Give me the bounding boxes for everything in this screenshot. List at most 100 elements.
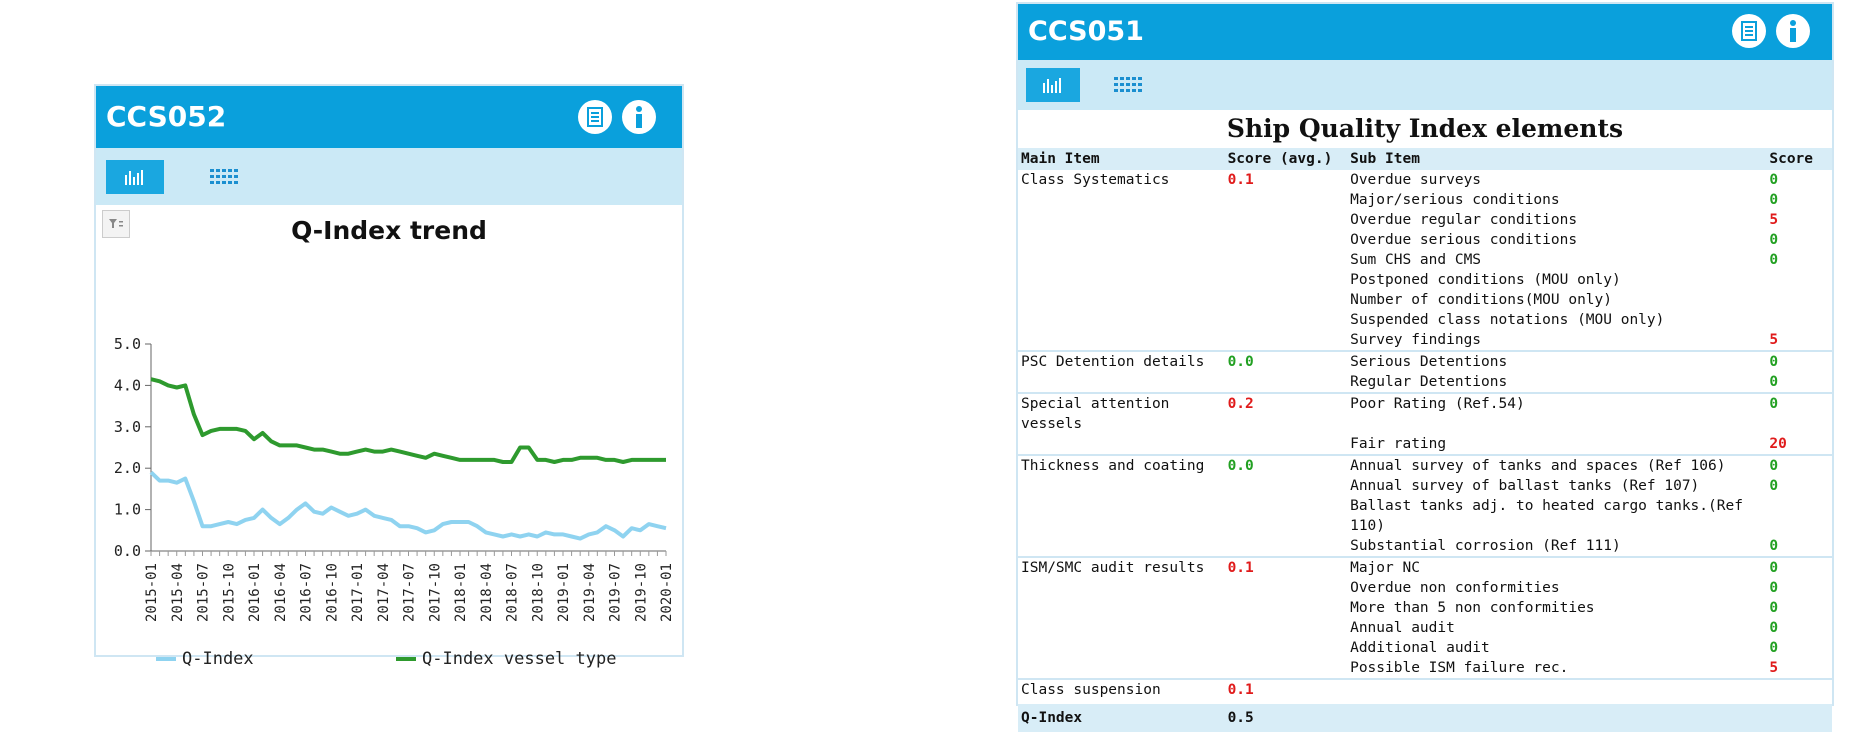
x-tick-label: 2017-04 bbox=[376, 563, 392, 622]
document-icon[interactable] bbox=[578, 100, 612, 134]
table-header-row: Main Item Score (avg.) Sub Item Score bbox=[1018, 148, 1832, 170]
chart-title: Q-Index trend bbox=[291, 216, 487, 245]
avg-score-cell bbox=[1225, 434, 1348, 455]
sub-item-cell: Major/serious conditions bbox=[1350, 192, 1560, 208]
sub-score-cell bbox=[1766, 270, 1832, 290]
sub-score-cell: 0 bbox=[1766, 454, 1832, 476]
avg-score-cell: 0.0 bbox=[1224, 350, 1348, 372]
avg-score-cell bbox=[1225, 230, 1348, 250]
sub-item-cell: Annual audit bbox=[1350, 620, 1455, 636]
main-item-cell bbox=[1018, 434, 1225, 455]
sub-item-cell bbox=[1347, 678, 1767, 702]
avg-score-cell bbox=[1225, 496, 1348, 536]
sub-score-cell: 5 bbox=[1769, 212, 1779, 228]
main-item-cell bbox=[1018, 598, 1225, 618]
main-item-cell bbox=[1018, 658, 1225, 679]
bar-chart-icon[interactable] bbox=[1026, 68, 1080, 102]
y-tick-label: 3.0 bbox=[114, 418, 141, 436]
bar-chart-icon[interactable] bbox=[106, 160, 164, 194]
table-row: Fair rating 20 bbox=[1018, 434, 1832, 455]
table-row: Class suspension 0.1 bbox=[1018, 678, 1832, 702]
x-tick-label: 2019-01 bbox=[556, 563, 572, 622]
q-index-trend-panel: CCS052 Q-Index trend 0.0 1.0 2.0 3.0 4.0 5.0 2… bbox=[94, 84, 684, 669]
avg-score-cell bbox=[1225, 290, 1348, 310]
table-row: PSC Detention details 0.0 Serious Detentio… bbox=[1018, 350, 1832, 372]
table-row: Possible ISM failure rec. 5 bbox=[1018, 658, 1832, 679]
total-label: Q-Index bbox=[1018, 700, 1225, 732]
table-row: Postponed conditions (MOU only) bbox=[1018, 270, 1832, 290]
total-empty bbox=[1347, 700, 1767, 732]
sub-score-cell bbox=[1766, 290, 1832, 310]
avg-score-cell bbox=[1225, 638, 1348, 658]
sub-item-cell: Overdue surveys bbox=[1350, 172, 1482, 188]
filter-icon[interactable] bbox=[102, 210, 130, 238]
sub-score-cell: 0 bbox=[1769, 600, 1779, 616]
x-tick-label: 2017-07 bbox=[402, 563, 418, 622]
panel-header: CCS051 bbox=[1018, 4, 1832, 60]
avg-score-cell bbox=[1225, 310, 1348, 330]
x-tick-label: 2015-07 bbox=[196, 563, 212, 622]
main-item-cell bbox=[1018, 618, 1225, 638]
view-toolbar bbox=[1018, 60, 1832, 110]
y-tick-label: 5.0 bbox=[114, 335, 141, 353]
table-row: ISM/SMC audit results 0.1 Major NC 0 bbox=[1018, 556, 1832, 578]
x-tick-label: 2019-07 bbox=[608, 563, 624, 622]
main-item-cell bbox=[1018, 210, 1225, 230]
panel-title: CCS051 bbox=[1028, 16, 1144, 47]
main-item-cell bbox=[1018, 536, 1225, 557]
sub-item-cell: Poor Rating (Ref.54) bbox=[1347, 392, 1767, 434]
sub-item-cell: Suspended class notations (MOU only) bbox=[1350, 312, 1665, 328]
y-tick-label: 2.0 bbox=[114, 459, 141, 477]
table-row: Major/serious conditions 0 bbox=[1018, 190, 1832, 210]
sub-item-cell: Overdue non conformities bbox=[1350, 580, 1560, 596]
avg-score-cell bbox=[1225, 658, 1348, 679]
avg-score-cell bbox=[1225, 536, 1348, 557]
sub-score-cell: 20 bbox=[1769, 436, 1787, 452]
main-item-cell: PSC Detention details bbox=[1018, 350, 1225, 372]
sub-score-cell: 0 bbox=[1769, 620, 1779, 636]
ship-quality-index-panel: CCS051 Ship Quality Index elements Main … bbox=[1016, 2, 1834, 732]
total-empty bbox=[1766, 700, 1832, 732]
main-item-cell: ISM/SMC audit results bbox=[1018, 556, 1225, 578]
sub-score-cell: 0 bbox=[1769, 580, 1779, 596]
table-row: Overdue non conformities 0 bbox=[1018, 578, 1832, 598]
x-tick-label: 2015-01 bbox=[144, 563, 160, 622]
document-icon[interactable] bbox=[1732, 14, 1766, 48]
table-row: Suspended class notations (MOU only) bbox=[1018, 310, 1832, 330]
table-row: More than 5 non conformities 0 bbox=[1018, 598, 1832, 618]
sub-item-cell: More than 5 non conformities bbox=[1350, 600, 1595, 616]
main-item-cell bbox=[1018, 578, 1225, 598]
main-item-cell: Class suspension bbox=[1018, 678, 1225, 702]
x-tick-label: 2019-04 bbox=[582, 563, 598, 622]
x-tick-label: 2017-01 bbox=[350, 563, 366, 622]
quality-index-table: Main Item Score (avg.) Sub Item Score Cl… bbox=[1018, 148, 1832, 732]
panel-title: CCS052 bbox=[106, 100, 227, 133]
avg-score-cell bbox=[1225, 578, 1348, 598]
table-row: Class Systematics 0.1 Overdue surveys 0 bbox=[1018, 170, 1832, 190]
sub-item-cell: Possible ISM failure rec. bbox=[1350, 660, 1569, 676]
x-tick-label: 2018-04 bbox=[479, 563, 495, 622]
sub-score-cell: 0 bbox=[1766, 350, 1832, 372]
grid-icon[interactable] bbox=[1102, 68, 1156, 102]
sub-item-cell: Fair rating bbox=[1350, 436, 1447, 452]
panel-header: CCS052 bbox=[96, 86, 682, 148]
main-item-cell bbox=[1018, 476, 1225, 496]
sub-item-cell: Survey findings bbox=[1350, 332, 1482, 348]
y-tick-label: 4.0 bbox=[114, 376, 141, 394]
sub-score-cell: 0 bbox=[1769, 172, 1779, 188]
info-icon[interactable] bbox=[622, 100, 656, 134]
main-item-cell: Class Systematics bbox=[1021, 172, 1170, 188]
table-row: Overdue serious conditions 0 bbox=[1018, 230, 1832, 250]
col-sub-item: Sub Item bbox=[1347, 148, 1767, 170]
legend-label: Q-Index bbox=[182, 649, 254, 669]
grid-icon[interactable] bbox=[196, 160, 254, 194]
sub-item-cell: Number of conditions(MOU only) bbox=[1350, 292, 1612, 308]
sub-score-cell bbox=[1766, 496, 1832, 536]
info-icon[interactable] bbox=[1776, 14, 1810, 48]
x-tick-label: 2016-10 bbox=[324, 563, 340, 622]
sub-score-cell: 0 bbox=[1766, 556, 1832, 578]
avg-score-cell: 0.2 bbox=[1224, 392, 1348, 434]
avg-score-cell bbox=[1225, 372, 1348, 393]
col-score: Score bbox=[1766, 148, 1832, 170]
q-index-line-chart: 0.0 1.0 2.0 3.0 4.0 5.0 2015-01 2015-04 2015-07 2… bbox=[114, 335, 675, 669]
